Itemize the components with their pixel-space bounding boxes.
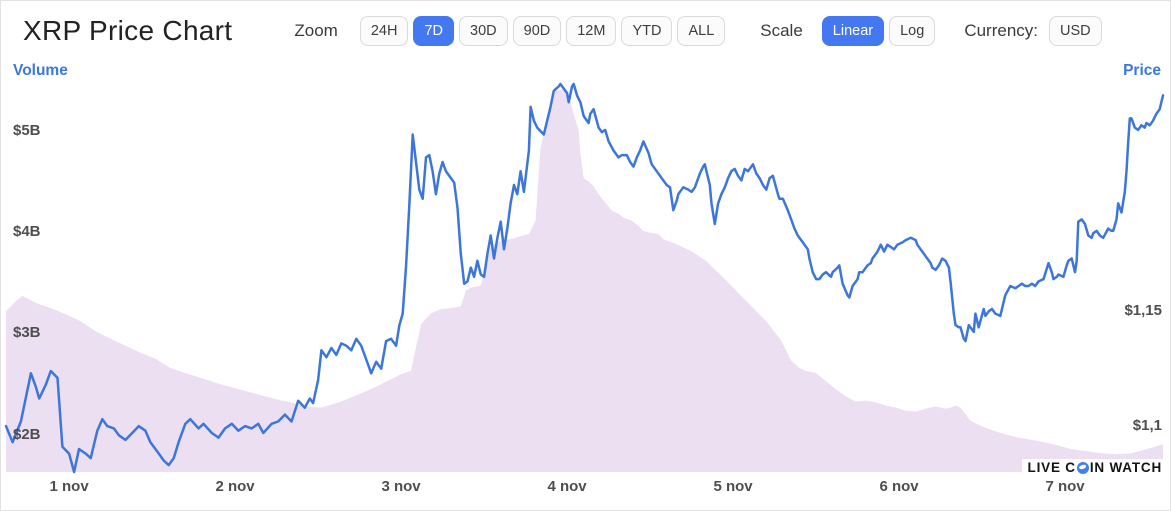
volume-area-series <box>6 88 1163 473</box>
price-line-series <box>4 82 1165 474</box>
currency-group-label: Currency: <box>964 21 1038 40</box>
page-title: XRP Price Chart <box>23 15 233 46</box>
date-tick-label: 3 nov <box>381 478 421 495</box>
volume-tick-label: $3B <box>13 324 41 342</box>
scale-linear-button[interactable]: Linear <box>821 16 885 46</box>
date-tick-label: 7 nov <box>1045 478 1085 495</box>
coin-icon <box>1076 461 1089 474</box>
date-tick-label: 5 nov <box>713 478 753 495</box>
price-tick-label: $1,1 <box>1132 417 1162 435</box>
date-tick-label: 1 nov <box>49 478 89 495</box>
scale-group-label: Scale <box>760 21 803 40</box>
scale-log-button[interactable]: Log <box>889 16 936 46</box>
volume-tick-label: $4B <box>13 222 41 240</box>
price-tick-label: $1,15 <box>1124 302 1162 320</box>
zoom-button-group: 24H 7D 30D 90D 12M YTD ALL <box>359 16 730 46</box>
zoom-30d-button[interactable]: 30D <box>459 16 508 46</box>
chart-header: XRP Price Chart Zoom 24H 7D 30D 90D 12M YTD AL… <box>1 1 1170 61</box>
volume-tick-label: $5B <box>13 121 41 139</box>
price-axis-title: Price <box>1123 62 1161 79</box>
watermark-text-right: IN WATCH <box>1089 460 1162 475</box>
livecoinwatch-watermark: LIVE C IN WATCH <box>1021 459 1165 477</box>
date-tick-label: 4 nov <box>547 478 587 495</box>
currency-usd-button[interactable]: USD <box>1049 16 1102 46</box>
volume-tick-label: $2B <box>13 425 41 443</box>
zoom-90d-button[interactable]: 90D <box>512 16 562 46</box>
zoom-7d-button[interactable]: 7D <box>413 16 455 46</box>
volume-axis-title: Volume <box>13 62 68 79</box>
date-tick-label: 6 nov <box>879 478 919 495</box>
scale-button-group: Linear Log <box>821 16 941 46</box>
zoom-group-label: Zoom <box>294 21 338 40</box>
date-tick-label: 2 nov <box>215 478 255 495</box>
zoom-24h-button[interactable]: 24H <box>359 16 409 46</box>
currency-button-group: USD <box>1049 16 1107 46</box>
watermark-text-left: LIVE C <box>1027 460 1076 475</box>
zoom-all-button[interactable]: ALL <box>677 16 726 46</box>
zoom-12m-button[interactable]: 12M <box>566 16 617 46</box>
zoom-ytd-button[interactable]: YTD <box>621 16 673 46</box>
